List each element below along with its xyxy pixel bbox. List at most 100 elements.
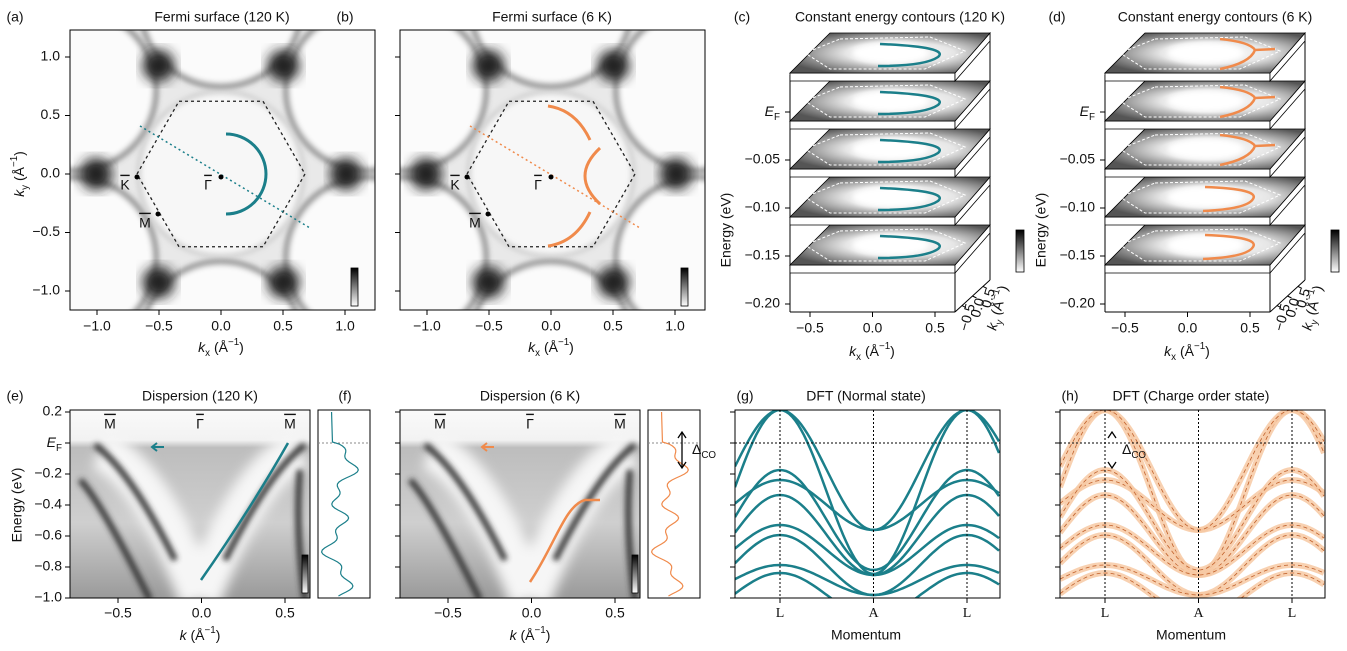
gap-label-part: Δ <box>692 441 701 457</box>
contour-curve <box>1219 85 1276 119</box>
zone-outline <box>1118 36 1282 70</box>
layer-side <box>1104 168 1271 178</box>
x-tick-label: −0.5 <box>145 318 173 334</box>
x-axis-label-part: x <box>1171 352 1176 363</box>
colorbar <box>1015 229 1025 273</box>
y-tick-label: EF <box>765 103 780 123</box>
x-axis-label-part: k <box>528 339 536 355</box>
k-point-label: Γ <box>196 416 204 432</box>
k-point-label: K <box>450 177 460 193</box>
zone-outline <box>803 84 967 118</box>
bright-region <box>1167 186 1243 208</box>
gap-arrowheads <box>677 430 687 470</box>
x-tick-label: 0.0 <box>211 318 231 334</box>
gap-label-part: Δ <box>1122 441 1131 457</box>
contour-curve <box>877 186 941 212</box>
depth-tick <box>1297 285 1303 289</box>
edc-frame <box>647 409 701 599</box>
y-tick-label-part: F <box>774 112 780 123</box>
fermi-contour <box>547 104 592 141</box>
pocket <box>400 176 488 310</box>
hot-spot <box>472 49 505 82</box>
depth-tick-label: 0.5 <box>1293 286 1314 309</box>
x-tick-label: −0.5 <box>434 605 462 621</box>
bright-region <box>852 90 928 112</box>
central-pocket <box>138 91 304 257</box>
panel-label: (a) <box>6 9 23 25</box>
depth-axis-label-part: −1 <box>1304 288 1318 302</box>
dispersion-map <box>400 410 640 598</box>
zone-outline <box>1118 132 1282 166</box>
plot-frame <box>69 29 376 311</box>
x-tick-label: L <box>963 606 972 621</box>
x-axis-label-part: −1 <box>1194 341 1205 352</box>
edc-profile <box>320 411 359 597</box>
y-tick-label: 0.0 <box>41 165 61 181</box>
x-tick-label: 0.5 <box>273 318 293 334</box>
plot-frame <box>69 409 311 599</box>
x-tick-label: 0.5 <box>925 320 945 336</box>
fermi-contour <box>547 211 592 248</box>
layer-side <box>1104 120 1271 130</box>
edc-frame <box>317 409 371 599</box>
k-point <box>464 174 470 180</box>
band <box>1060 524 1325 576</box>
band <box>1060 494 1325 576</box>
contour-curve <box>877 138 941 164</box>
depth-axis-label-part: ) <box>1309 284 1326 293</box>
x-axis-label: k (Å−1) <box>510 625 551 643</box>
x-axis-label: kx (Å−1) <box>198 337 244 359</box>
depth-axis-label-part: −1 <box>989 288 1003 302</box>
x-axis-label-part: ) <box>569 339 574 355</box>
band <box>1060 469 1325 571</box>
x-tick-label: 0.0 <box>541 318 561 334</box>
k-point-label: Γ <box>204 177 212 193</box>
x-axis-label-part: (Å <box>540 339 559 355</box>
contour-curve <box>1219 133 1276 167</box>
y-tick-label: 0.5 <box>41 106 61 122</box>
gap-label: ΔCO <box>692 441 716 461</box>
fermi-contour <box>225 132 268 216</box>
panel-title: DFT (Normal state) <box>806 388 926 404</box>
depth-tick-label: 0.0 <box>967 296 988 319</box>
y-axis-label-part: −1 <box>9 156 20 167</box>
y-axis-label-part: (Å <box>11 166 27 185</box>
x-axis-label-part: −1 <box>228 337 239 348</box>
x-tick-label: −0.5 <box>475 318 503 334</box>
y-tick-label: −1.0 <box>32 282 60 298</box>
y-tick-label: −0.20 <box>745 295 781 311</box>
depth-tick <box>982 285 988 289</box>
y-tick-label: −0.2 <box>34 465 62 481</box>
contour-curve <box>877 234 941 260</box>
x-axis-label-part: (Å <box>861 343 880 359</box>
layer-side <box>789 216 956 226</box>
brillouin-zone <box>466 100 636 248</box>
depth-tick <box>972 295 977 299</box>
y-tick-label: −0.15 <box>745 247 781 263</box>
x-tick-label: 0.5 <box>605 605 625 621</box>
y-tick-label: −1.0 <box>34 589 62 605</box>
depth-axis-label-part: (Å <box>986 298 1006 320</box>
k-point <box>485 211 491 217</box>
arrow <box>150 442 164 452</box>
pocket <box>614 30 705 172</box>
y-tick-label: −0.15 <box>1060 247 1096 263</box>
layer-side <box>1104 216 1271 226</box>
gap-arrowheads <box>1107 430 1117 470</box>
y-axis-label-part: k <box>11 189 27 197</box>
band <box>1060 479 1325 531</box>
hot-spot <box>472 266 505 299</box>
hot-spot <box>142 49 175 82</box>
plot-frame <box>734 409 1001 599</box>
x-tick-label: 1.0 <box>335 318 355 334</box>
hot-spot <box>597 266 630 299</box>
x-tick-label: −0.5 <box>1111 320 1139 336</box>
gap-label: ΔCO <box>1122 441 1146 461</box>
y-axis-label: ky (Å−1) <box>9 151 31 197</box>
depth-axis-label-part: y <box>994 318 1006 326</box>
x-axis-label-part: −1 <box>558 337 569 348</box>
x-axis-label: k (Å−1) <box>180 625 221 643</box>
layer-side <box>1104 264 1271 274</box>
dispersion-map <box>70 410 310 598</box>
band-intensity <box>407 442 638 598</box>
